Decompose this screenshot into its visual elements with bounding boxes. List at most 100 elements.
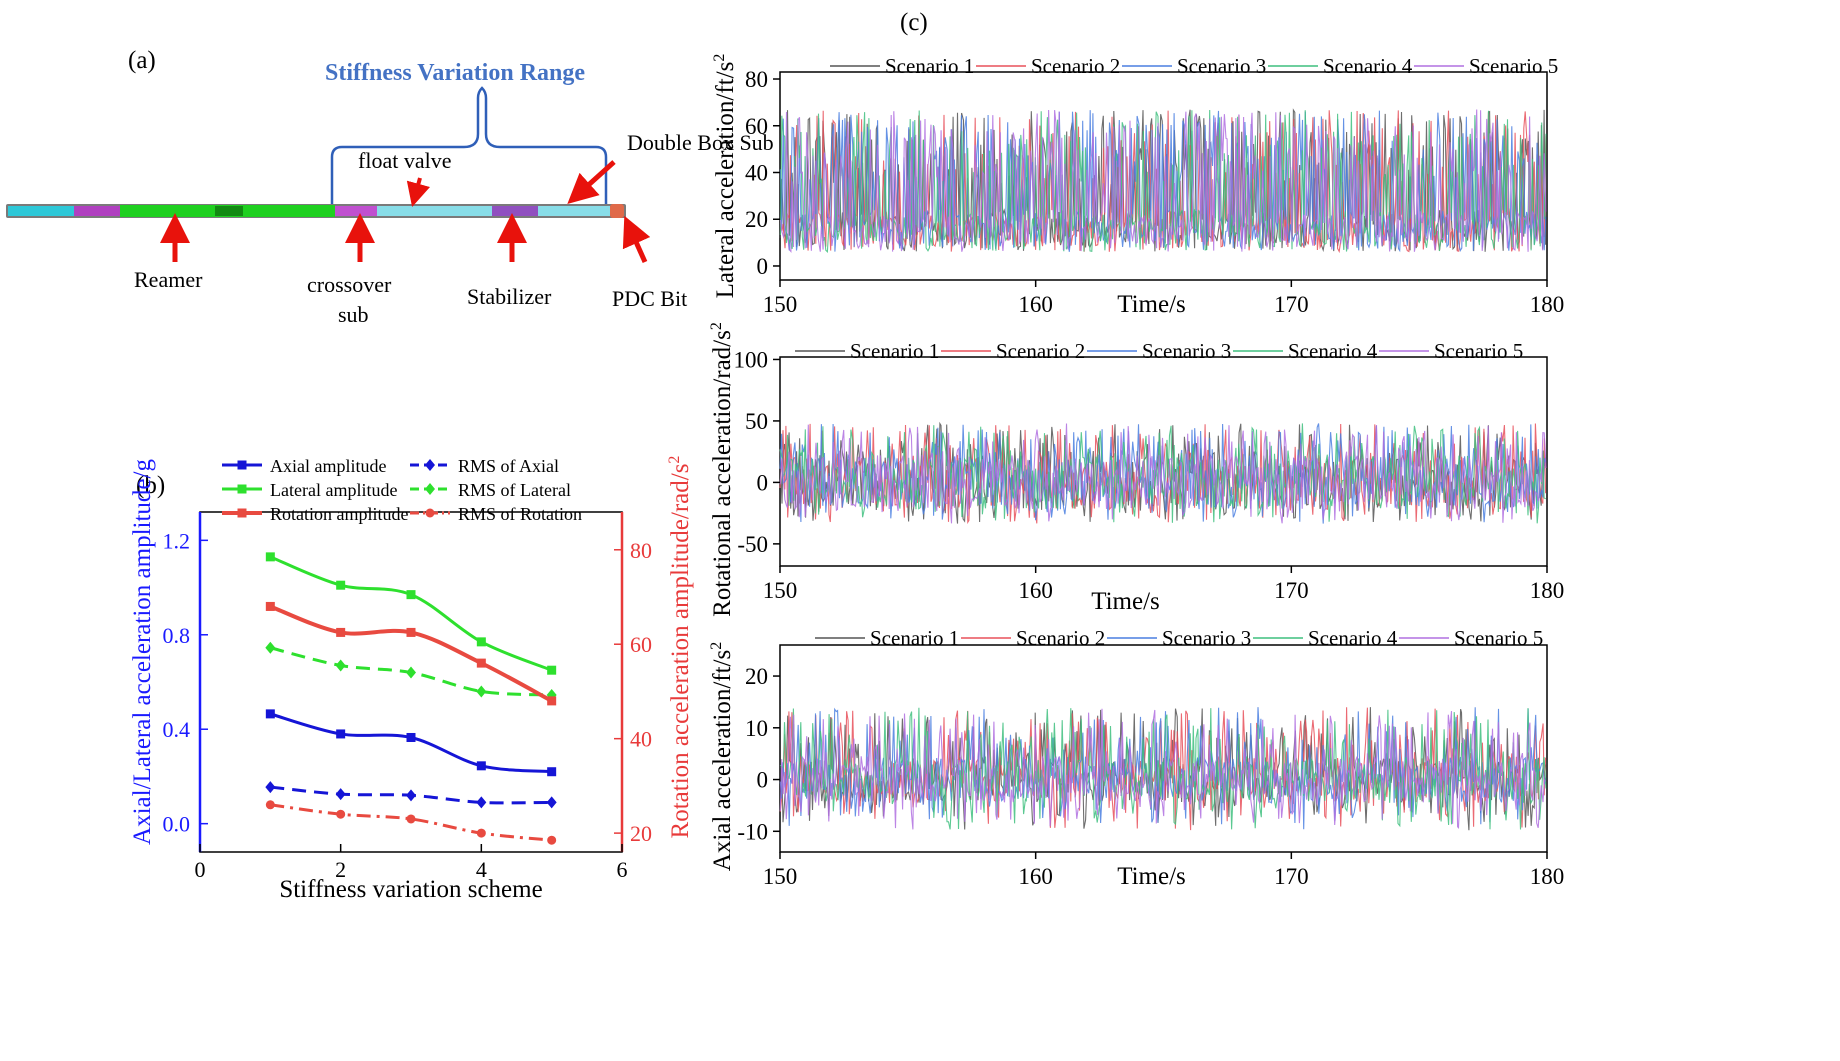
panel-b-x-tick-label: 2 [335, 857, 346, 882]
drill-string [6, 204, 626, 218]
c1-series-trace-5 [779, 109, 1547, 253]
panel-b-data-point [476, 828, 486, 838]
panel-b-y2-tick-label: 40 [630, 727, 652, 752]
c3-y-tick-label: -10 [737, 819, 768, 844]
panel-c-label: (c) [900, 9, 928, 36]
panel-b-y-axis-label: Axial/Lateral acceleration amplitude/g [129, 459, 156, 845]
c1-legend-label: Scenario 5 [1469, 54, 1558, 78]
panel-b-x-tick-label: 4 [476, 857, 487, 882]
panel-b-series-line-1 [269, 712, 552, 774]
panel-b-data-point [406, 814, 416, 824]
c2-y-tick-label: 50 [745, 409, 768, 434]
c1-y-tick-label: 60 [745, 114, 768, 139]
panel-b-legend-marker [237, 484, 247, 494]
panel-b-y2-tick-label: 60 [630, 632, 652, 657]
c3-x-tick-label: 150 [763, 864, 798, 889]
panel-b-data-point [547, 696, 557, 706]
c2-y-tick-label: 100 [734, 347, 769, 372]
panel-b-y2-axis-label: Rotation acceleration amplitude/rad/s2 [666, 456, 694, 839]
c2-x-tick-label: 160 [1018, 578, 1053, 603]
c3-x-tick-label: 170 [1274, 864, 1309, 889]
c1-y-tick-label: 80 [745, 67, 768, 92]
float-valve-arrow [406, 177, 430, 207]
crossover-sub-section [335, 206, 377, 216]
c1-y-tick-label: 0 [757, 254, 769, 279]
panel-b-legend-label: RMS of Axial [458, 456, 559, 476]
panel-b-data-point [406, 789, 416, 802]
panel-a: (a) Stiffness Variation Range float valv… [6, 47, 774, 327]
panel-b-y2-tick-label: 20 [630, 821, 652, 846]
double-box-arrow [567, 160, 616, 205]
c3-y-tick-label: 10 [745, 716, 768, 741]
pdc-bit-section [610, 204, 624, 218]
panel-b-legend-marker [237, 460, 247, 470]
panel-b-x-tick-label: 0 [195, 857, 206, 882]
lateral-x-axis-label: Time/s [1117, 291, 1186, 318]
c1-y-tick-label: 40 [745, 160, 768, 185]
panel-b-data-point [476, 796, 487, 809]
panel-b-data-point [336, 580, 346, 590]
c3-legend-label: Scenario 2 [1016, 626, 1105, 650]
c1-legend-label: Scenario 4 [1323, 54, 1413, 78]
rotational-y-axis-label-superscript: 2 [708, 322, 725, 330]
lateral-y-axis-label: Lateral acceleration/ft/s2 [711, 54, 739, 299]
crossover-label-line2: sub [338, 302, 369, 327]
panel-b-legend-marker [425, 483, 435, 495]
panel-b-legend-label: RMS of Lateral [458, 480, 571, 500]
c3-x-tick-label: 180 [1530, 864, 1565, 889]
axial-x-axis-label: Time/s [1117, 863, 1186, 890]
panel-b-data-point [265, 641, 276, 654]
float-valve-section [377, 206, 492, 216]
panel-b-x-axis-label: Stiffness variation scheme [279, 876, 542, 903]
c2-x-tick-label: 180 [1530, 578, 1565, 603]
axial-plot-frame [779, 644, 1548, 853]
c2-legend-label: Scenario 2 [996, 339, 1085, 363]
panel-b-data-point [547, 665, 557, 675]
c2-series-trace-5 [779, 423, 1547, 524]
rotational-acceleration-plot: 150 160 170 180 -50 0 50 100 Scenario 1 Scenario … [708, 322, 1564, 617]
c1-y-tick-label: 20 [745, 207, 768, 232]
panel-b-data-point [336, 809, 346, 819]
rotational-x-axis-label: Time/s [1091, 588, 1160, 615]
panel-b-legend-marker [425, 459, 435, 471]
pdc-bit-arrow [622, 215, 651, 264]
panel-b-y-tick-label: 0.8 [163, 623, 191, 648]
c3-legend-label: Scenario 3 [1162, 626, 1251, 650]
c1-legend-label: Scenario 1 [885, 54, 974, 78]
c3-y-tick-label: 20 [745, 664, 768, 689]
c1-x-tick-label: 170 [1274, 292, 1309, 317]
panel-b-legend-label: Rotation amplitude [270, 504, 408, 524]
c1-x-tick-label: 180 [1530, 292, 1565, 317]
panel-b-y2-axis-label-superscript: 2 [666, 456, 683, 464]
panel-b-legend-marker [237, 508, 247, 518]
panel-b-data-point [336, 729, 346, 739]
c3-series-trace-5 [779, 708, 1547, 830]
c3-legend-label: Scenario 4 [1308, 626, 1398, 650]
panel-b-data-point [265, 552, 275, 562]
panel-b-legend-label: Lateral amplitude [270, 480, 397, 500]
c3-legend-label: Scenario 5 [1454, 626, 1543, 650]
panel-c: (c) 150 160 170 180 0 20 40 60 80 Scenario 1 Scena… [708, 9, 1564, 890]
panel-b-x-tick-label: 6 [617, 857, 628, 882]
panel-a-label: (a) [128, 47, 156, 74]
panel-b-data-point [476, 685, 487, 698]
panel-b-data-point [265, 709, 275, 719]
panel-b-y2-tick-label: 80 [630, 538, 652, 563]
panel-b-y-tick-label: 0.0 [163, 812, 191, 837]
lateral-y-axis-label-text: Lateral acceleration/ft/s [712, 62, 739, 299]
panel-b-data-point [406, 732, 416, 742]
rotational-y-axis-label-text: Rotational acceleration/rad/s [709, 330, 736, 617]
c1-x-tick-label: 160 [1018, 292, 1053, 317]
rotational-y-axis-label: Rotational acceleration/rad/s2 [708, 322, 736, 617]
c2-legend-label: Scenario 3 [1142, 339, 1231, 363]
c3-series-trace-3 [779, 707, 1547, 830]
double-box-sub-label: Double Box Sub [627, 130, 774, 155]
c2-legend-label: Scenario 1 [850, 339, 939, 363]
panel-b-data-point [406, 590, 416, 600]
panel-b-legend-marker [425, 508, 435, 518]
panel-b-data-point [547, 767, 557, 777]
double-box-sub-section [538, 206, 610, 216]
panel-b-data-point [336, 627, 346, 637]
c3-x-tick-label: 160 [1018, 864, 1053, 889]
axial-y-axis-label-text: Axial acceleration/ft/s [709, 650, 736, 871]
